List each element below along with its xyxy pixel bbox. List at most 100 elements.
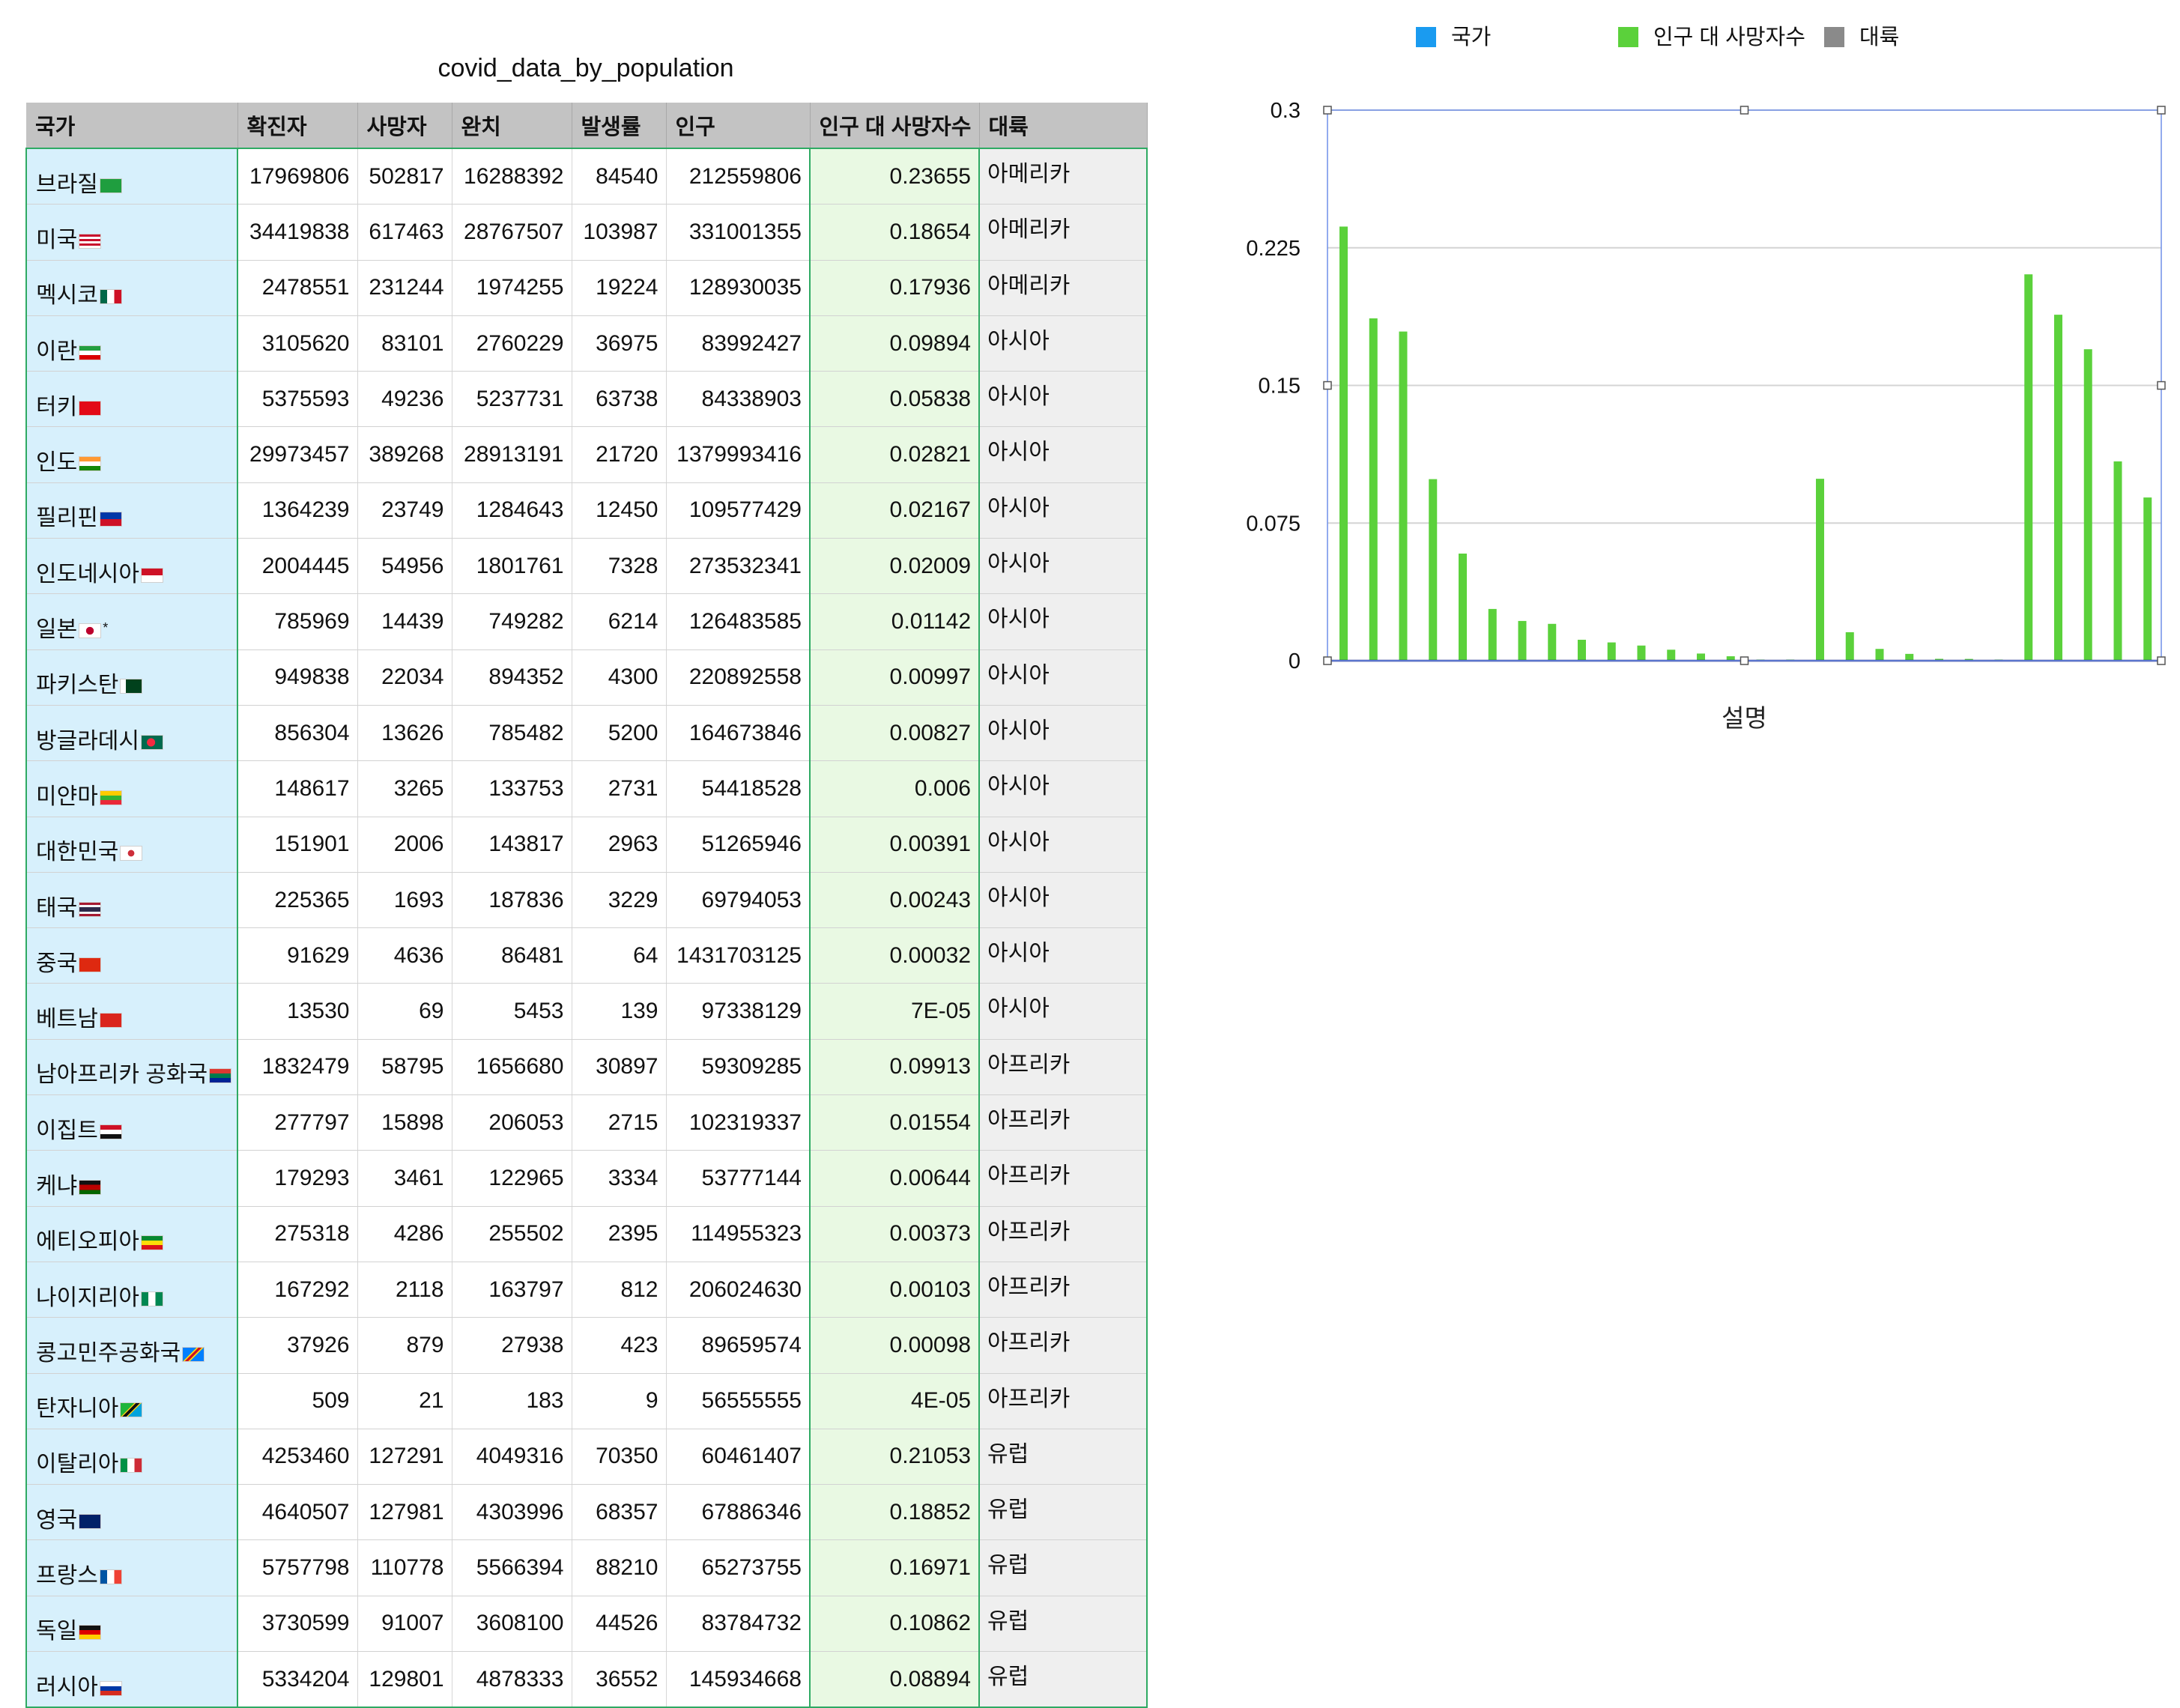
column-header-continent[interactable]: 대륙	[979, 103, 1148, 149]
country-cell[interactable]: 이집트	[25, 1094, 238, 1151]
population-cell[interactable]: 102319337	[666, 1094, 811, 1151]
bar-미얀마[interactable]	[1667, 649, 1676, 661]
recovered-cell[interactable]: 143817	[452, 817, 572, 873]
death-ratio-cell[interactable]: 0.00997	[809, 649, 980, 706]
country-cell[interactable]: 중국	[25, 927, 238, 984]
incidence-cell[interactable]: 6214	[572, 593, 667, 650]
table-row[interactable]: 터키 5375593 49236 5237731 63738 84338903 0.0583…	[25, 371, 1148, 428]
deaths-cell[interactable]: 127981	[357, 1484, 452, 1541]
recovered-cell[interactable]: 1656680	[452, 1039, 572, 1096]
incidence-cell[interactable]: 44526	[572, 1596, 667, 1653]
population-cell[interactable]: 164673846	[666, 705, 811, 762]
confirmed-cell[interactable]: 949838	[237, 649, 358, 706]
country-cell[interactable]: 인도	[25, 426, 238, 483]
continent-cell[interactable]: 아시아	[979, 315, 1148, 372]
population-cell[interactable]: 69794053	[666, 872, 811, 929]
incidence-cell[interactable]: 21720	[572, 426, 667, 483]
recovered-cell[interactable]: 255502	[452, 1206, 572, 1262]
continent-cell[interactable]: 아시아	[979, 482, 1148, 539]
deaths-cell[interactable]: 879	[357, 1317, 452, 1374]
population-cell[interactable]: 83784732	[666, 1596, 811, 1653]
incidence-cell[interactable]: 7328	[572, 538, 667, 595]
recovered-cell[interactable]: 28913191	[452, 426, 572, 483]
table-row[interactable]: 미국 34419838 617463 28767507 103987 331001355 0…	[25, 204, 1148, 261]
confirmed-cell[interactable]: 91629	[237, 927, 358, 984]
deaths-cell[interactable]: 58795	[357, 1039, 452, 1096]
population-cell[interactable]: 1431703125	[666, 927, 811, 984]
incidence-cell[interactable]: 3229	[572, 872, 667, 929]
recovered-cell[interactable]: 86481	[452, 927, 572, 984]
confirmed-cell[interactable]: 4253460	[237, 1429, 358, 1486]
bar-태국[interactable]	[1726, 656, 1735, 661]
bar-독일[interactable]	[2113, 461, 2122, 661]
deaths-cell[interactable]: 22034	[357, 649, 452, 706]
continent-cell[interactable]: 아프리카	[979, 1262, 1148, 1318]
population-cell[interactable]: 60461407	[666, 1429, 811, 1486]
confirmed-cell[interactable]: 5334204	[237, 1651, 358, 1708]
legend-item[interactable]: 국가	[1416, 19, 1491, 51]
incidence-cell[interactable]: 5200	[572, 705, 667, 762]
confirmed-cell[interactable]: 277797	[237, 1094, 358, 1151]
country-cell[interactable]: 방글라데시	[25, 705, 238, 762]
death-ratio-cell[interactable]: 0.02009	[809, 538, 980, 595]
population-cell[interactable]: 126483585	[666, 593, 811, 650]
country-cell[interactable]: 케냐	[25, 1150, 238, 1207]
table-row[interactable]: 이란 3105620 83101 2760229 36975 83992427 0.0989…	[25, 315, 1148, 372]
incidence-cell[interactable]: 3334	[572, 1150, 667, 1207]
table-row[interactable]: 탄자니아 509 21 183 9 56555555 4E-05 아프리카	[25, 1373, 1148, 1429]
continent-cell[interactable]: 아프리카	[979, 1317, 1148, 1374]
table-row[interactable]: 이집트 277797 15898 206053 2715 102319337 0.01554…	[25, 1094, 1148, 1151]
recovered-cell[interactable]: 749282	[452, 593, 572, 650]
bar-에티오피아[interactable]	[1905, 653, 1914, 661]
confirmed-cell[interactable]: 785969	[237, 593, 358, 650]
column-header-incidence[interactable]: 발생률	[572, 103, 667, 149]
recovered-cell[interactable]: 1284643	[452, 482, 572, 539]
death-ratio-cell[interactable]: 0.02821	[809, 426, 980, 483]
table-row[interactable]: 남아프리카 공화국 1832479 58795 1656680 30897 5930928…	[25, 1039, 1148, 1096]
country-cell[interactable]: 미얀마	[25, 760, 238, 817]
country-cell[interactable]: 이란	[25, 315, 238, 372]
continent-cell[interactable]: 유럽	[979, 1539, 1148, 1596]
deaths-cell[interactable]: 231244	[357, 260, 452, 316]
deaths-cell[interactable]: 3265	[357, 760, 452, 817]
resize-handle[interactable]	[2157, 381, 2166, 390]
data-table[interactable]: 국가 확진자 사망자 완치 발생률 인구 인구 대 사망자수 대륙 브라질 179…	[25, 103, 1148, 1708]
population-cell[interactable]: 53777144	[666, 1150, 811, 1207]
table-row[interactable]: 인도 29973457 389268 28913191 21720 1379993416 0…	[25, 426, 1148, 483]
recovered-cell[interactable]: 5237731	[452, 371, 572, 428]
population-cell[interactable]: 84338903	[666, 371, 811, 428]
incidence-cell[interactable]: 812	[572, 1262, 667, 1318]
bar-이집트[interactable]	[1845, 632, 1854, 661]
column-header-recovered[interactable]: 완치	[452, 103, 572, 149]
bar-브라질[interactable]	[1339, 226, 1348, 661]
death-ratio-cell[interactable]: 0.00103	[809, 1262, 980, 1318]
population-cell[interactable]: 273532341	[666, 538, 811, 595]
resize-handle[interactable]	[2157, 106, 2166, 115]
table-row[interactable]: 케냐 179293 3461 122965 3334 53777144 0.00644 아프리…	[25, 1150, 1148, 1207]
population-cell[interactable]: 212559806	[666, 148, 811, 205]
incidence-cell[interactable]: 19224	[572, 260, 667, 316]
confirmed-cell[interactable]: 5757798	[237, 1539, 358, 1596]
confirmed-cell[interactable]: 275318	[237, 1206, 358, 1262]
resize-handle[interactable]	[1323, 381, 1332, 390]
bar-남아프리카 공화국[interactable]	[1816, 479, 1824, 661]
continent-cell[interactable]: 아프리카	[979, 1150, 1148, 1207]
column-header-confirmed[interactable]: 확진자	[237, 103, 358, 149]
bar-영국[interactable]	[2054, 315, 2062, 661]
recovered-cell[interactable]: 187836	[452, 872, 572, 929]
population-cell[interactable]: 59309285	[666, 1039, 811, 1096]
confirmed-cell[interactable]: 1832479	[237, 1039, 358, 1096]
confirmed-cell[interactable]: 5375593	[237, 371, 358, 428]
deaths-cell[interactable]: 14439	[357, 593, 452, 650]
table-row[interactable]: 중국 91629 4636 86481 64 1431703125 0.00032 아시아	[25, 927, 1148, 984]
death-ratio-cell[interactable]: 0.23655	[809, 148, 980, 205]
death-ratio-cell[interactable]: 0.18654	[809, 204, 980, 261]
incidence-cell[interactable]: 4300	[572, 649, 667, 706]
continent-cell[interactable]: 유럽	[979, 1484, 1148, 1541]
confirmed-cell[interactable]: 17969806	[237, 148, 358, 205]
incidence-cell[interactable]: 2731	[572, 760, 667, 817]
deaths-cell[interactable]: 54956	[357, 538, 452, 595]
deaths-cell[interactable]: 4636	[357, 927, 452, 984]
country-cell[interactable]: 남아프리카 공화국	[25, 1039, 238, 1096]
country-cell[interactable]: 필리핀	[25, 482, 238, 539]
